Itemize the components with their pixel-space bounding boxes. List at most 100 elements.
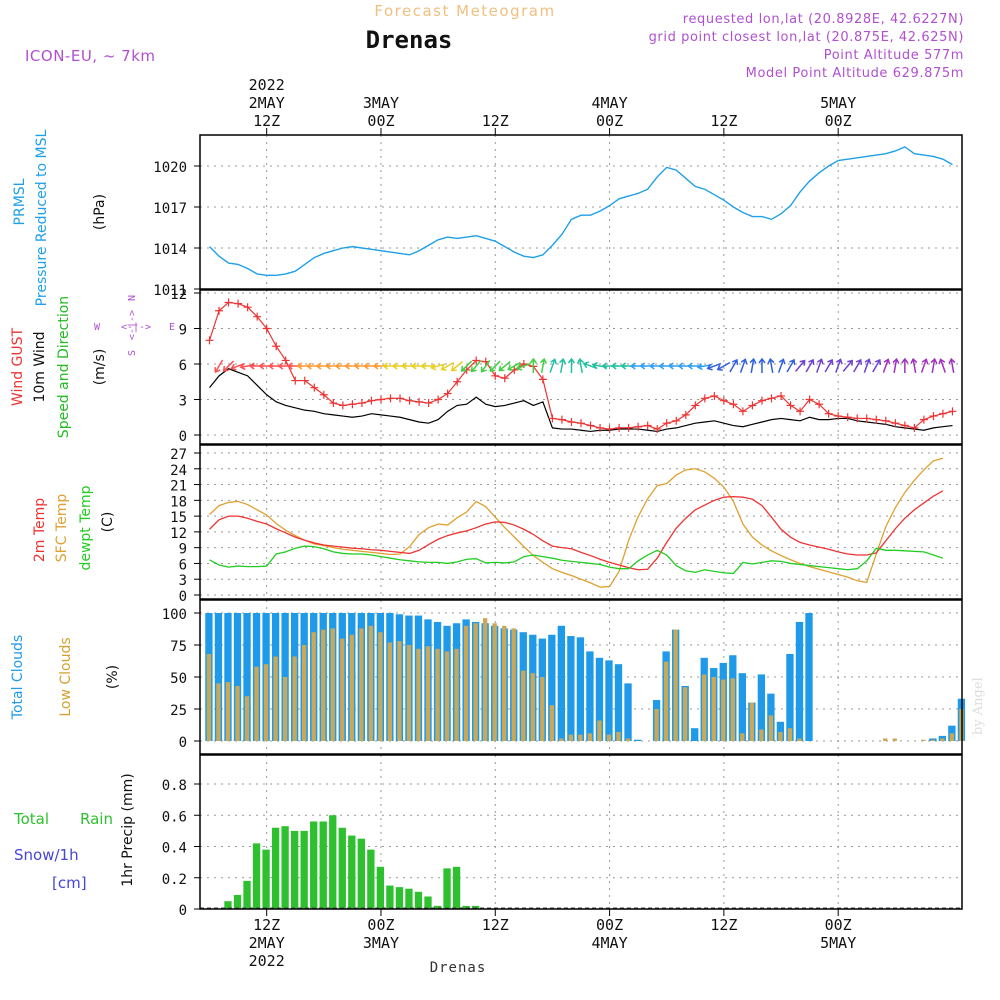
wind-arrow-head [639,362,646,370]
y-tick-label: 18 [170,494,187,510]
gust-marker [891,419,900,428]
low-cloud-bar [416,648,421,741]
rain-bar [357,838,365,909]
bottom-time-label: 5MAY [820,934,856,952]
total-clouds-label: Total Clouds [10,635,26,720]
chart-title: Forecast Meteogram [374,2,555,20]
gust-marker [538,375,547,384]
rain-bar [262,849,270,909]
wind-arrow-head [450,365,457,372]
rain-bar [233,894,242,909]
total-cloud-bar [243,613,251,741]
wind-arrow-head [576,357,584,364]
gust-marker [919,415,928,424]
wind-arrow-head [901,357,909,364]
wind-arrow-head [498,365,505,372]
wind-direction-arrow [901,357,909,373]
bottom-time-label: 2MAY [249,934,285,952]
wind-arrow-head [778,358,786,365]
total-cloud-bar [776,721,785,741]
low-cloud-bar [587,733,593,741]
wind-arrow-head [277,362,284,370]
rain-bar [405,888,413,909]
wind-direction-arrow [872,358,882,373]
gust-marker [357,399,366,408]
low-clouds-label: Low Clouds [58,637,74,716]
low-cloud-bar [892,738,897,741]
low-cloud-bar [654,709,659,741]
clouds-unit-label: (%) [105,665,121,689]
gust-marker [472,356,481,365]
y-tick-label: 3 [179,573,187,589]
wind-arrow-head [410,362,417,370]
top-time-label: 2022 [249,76,285,94]
gust-marker [596,423,605,432]
wind-arrow-shaft [223,360,235,372]
total-cloud-bar [738,673,746,741]
wind-arrow-shaft [489,360,501,372]
wind-unit-label: (m/s) [92,349,108,386]
bottom-time-label: 2022 [249,952,285,970]
wind-arrow-shaft [461,360,473,372]
wind-arrow-shaft [777,359,785,373]
gust-marker [300,376,309,385]
wind-arrow-head [658,362,665,370]
temp-dew-label: dewpt Temp [78,485,94,570]
gust-marker [796,407,805,416]
wind-arrow-shaft [786,359,795,373]
temp-2m-label: 2m Temp [32,498,48,562]
wind-direction-arrow [930,357,938,374]
wind-arrow-shaft [549,359,556,373]
low-cloud-bar [444,651,450,741]
wind-arrow-head [948,357,956,364]
location-title: Drenas [366,26,453,54]
low-cloud-bar [406,645,412,741]
wind-arrow-shaft [795,360,806,372]
wind-arrow-head [248,362,255,370]
total-cloud-bar [786,653,794,741]
wind-arrow-head [529,357,537,364]
wind-direction-arrow [892,357,900,374]
gust-marker [605,425,614,434]
temp-2m-line [209,490,944,571]
wind-direction-arrow [716,361,731,371]
rain-bar [243,880,251,909]
wind-arrow-shaft [805,359,814,373]
gust-marker [415,397,424,406]
y-tick-label: 1020 [153,160,187,176]
wind-arrow-head [344,362,350,370]
rain-bar [452,866,461,909]
wind-arrow-head [287,362,293,370]
y-tick-label: 12 [170,287,187,303]
rain-bar [424,896,432,909]
bottom-time-label: 4MAY [592,934,628,952]
wind-arrow-head [716,364,723,371]
wind-arrow-head [539,357,548,364]
wind-arrow-head [938,358,946,365]
gust-marker [338,401,347,410]
wind-arrow-head [610,362,617,370]
wind-arrow-shaft [920,359,927,373]
low-cloud-bar [730,678,735,741]
low-cloud-bar [273,656,278,741]
y-tick-label: 0.4 [162,841,187,857]
wind-arrow-shaft [707,362,722,370]
gust-marker [405,396,414,405]
model-altitude: Model Point Altitude 629.875m [746,66,964,81]
wind-direction-arrow [795,359,806,372]
compass-ns-arrows: <-|-> [127,310,138,340]
low-cloud-bar [921,739,926,741]
y-tick-label: 27 [170,447,187,463]
top-time-label: 4MAY [592,94,628,112]
wind-dir-label: Speed and Direction [56,296,72,438]
requested-coords: requested lon,lat (20.8928E, 42.6227N) [683,12,964,27]
wind-arrow-head [267,362,274,370]
watermark: by Angel [971,677,986,735]
y-tick-label: 0.2 [162,872,187,888]
legend-cm: [cm] [52,874,87,892]
wind-arrow-shaft [872,359,881,373]
wind-arrow-shaft [579,358,583,374]
wind-arrow-head [296,362,303,370]
